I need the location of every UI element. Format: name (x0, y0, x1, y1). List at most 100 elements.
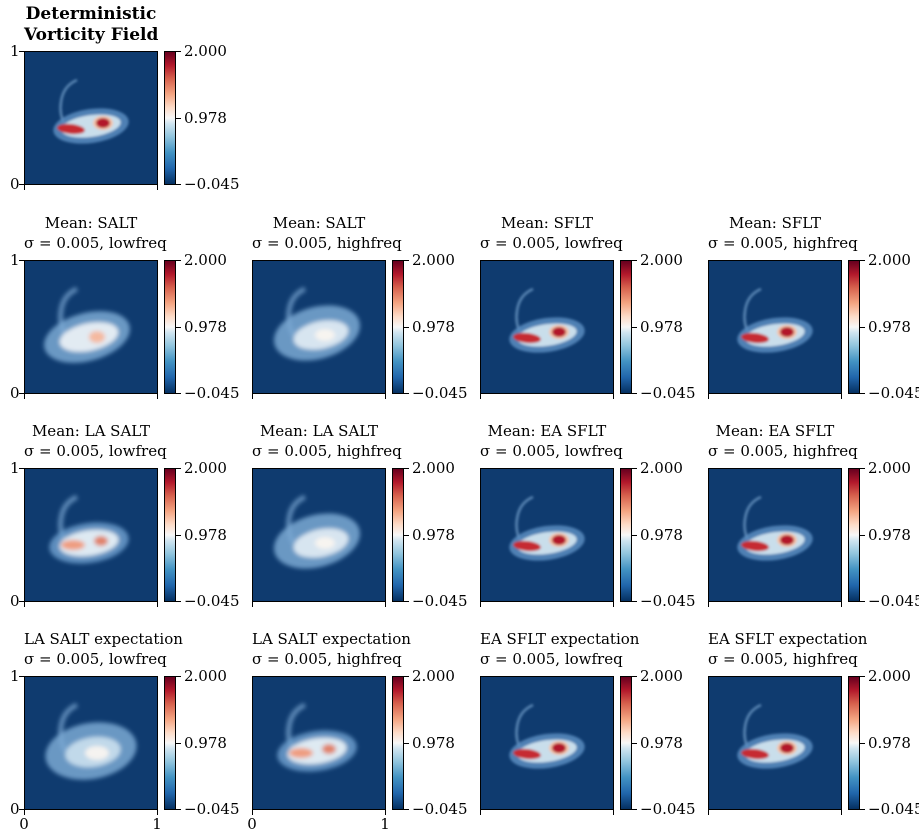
vorticity-pattern (45, 702, 137, 780)
colorbar-tick-label: 2.000 (184, 42, 227, 60)
vortex-left-core (741, 332, 769, 344)
vorticity-pattern (277, 702, 357, 772)
vorticity-pattern (273, 494, 361, 569)
colorbar-tick-label: −0.045 (184, 175, 240, 193)
colorbar-tick-label: 2.000 (640, 459, 683, 477)
vorticity-field (708, 468, 842, 602)
heatmap-panel: LA SALT expectation σ = 0.005, highfreq 2.… (247, 629, 472, 832)
x-axis-tick (613, 810, 614, 815)
vortex-right-core (552, 743, 566, 753)
colorbar-tick (176, 535, 181, 536)
vorticity-field (252, 676, 386, 810)
colorbar (848, 468, 860, 602)
colorbar-tick (176, 393, 181, 394)
panel-title-line1: Mean: LA SALT (259, 422, 379, 440)
colorbar-tick (404, 601, 409, 602)
colorbar-tick (632, 743, 637, 744)
vortex-left-core (741, 748, 769, 760)
colorbar-tick (860, 601, 865, 602)
colorbar-tick (632, 809, 637, 810)
colorbar-tick (404, 676, 409, 677)
vorticity-field-svg (709, 677, 841, 809)
panel-title-line2: σ = 0.005, highfreq (252, 234, 402, 252)
vorticity-pattern (737, 495, 813, 561)
y-axis-tick-label: 1 (10, 42, 20, 60)
heatmap-panel: EA SFLT expectation σ = 0.005, lowfreq 2.0… (480, 629, 700, 817)
panel-title-line1: Mean: SFLT (728, 214, 822, 232)
colorbar-tick (176, 184, 181, 185)
colorbar-tick (176, 676, 181, 677)
y-axis-tick (19, 184, 24, 185)
colorbar-tick (404, 327, 409, 328)
panel-title-line1: Mean: SALT (272, 214, 366, 232)
x-axis-tick-label: 1 (380, 815, 390, 833)
colorbar (620, 468, 632, 602)
vorticity-field-svg (253, 469, 385, 601)
colorbar-tick (176, 468, 181, 469)
colorbar-tick-label: 0.978 (868, 526, 911, 544)
vortex-left-core (289, 748, 313, 758)
vorticity-field (480, 676, 614, 810)
y-axis-tick-label: 0 (10, 592, 20, 610)
colorbar-tick-label: −0.045 (412, 800, 468, 818)
vorticity-pattern (509, 495, 585, 561)
colorbar-tick-label: 0.978 (640, 526, 683, 544)
colorbar-tick (404, 393, 409, 394)
vorticity-field-svg (25, 52, 157, 184)
colorbar-tick-label: −0.045 (412, 384, 468, 402)
colorbar-tick (404, 743, 409, 744)
vorticity-field (24, 676, 158, 810)
vortex-right-core (780, 535, 794, 545)
colorbar-tick (860, 327, 865, 328)
vortex-left-core (513, 332, 541, 344)
x-axis-tick (24, 602, 25, 607)
y-axis-tick-label: 0 (10, 384, 20, 402)
x-axis-tick (708, 394, 709, 399)
panel-title-line1: LA SALT expectation (252, 630, 411, 648)
panel-title-line2: Vorticity Field (24, 25, 159, 45)
heatmap-panel: LA SALT expectation σ = 0.005, lowfreq 2.0… (10, 629, 244, 832)
vorticity-field-svg (253, 677, 385, 809)
vorticity-field-svg (481, 677, 613, 809)
heatmap-panel: EA SFLT expectation σ = 0.005, highfreq 2.… (708, 629, 919, 817)
x-axis-tick (385, 394, 386, 399)
vorticity-pattern (737, 287, 813, 353)
colorbar-tick (632, 601, 637, 602)
x-axis-tick (24, 185, 25, 190)
colorbar-tick (632, 535, 637, 536)
panel-title-line2: σ = 0.005, lowfreq (480, 442, 623, 460)
x-axis-tick (613, 394, 614, 399)
vortex-right-core (780, 327, 794, 337)
colorbar-tick (860, 676, 865, 677)
vorticity-pattern (49, 494, 129, 564)
vorticity-field (480, 468, 614, 602)
panel-title-line2: σ = 0.005, lowfreq (24, 650, 167, 668)
colorbar-tick (860, 393, 865, 394)
colorbar-tick-label: −0.045 (868, 592, 919, 610)
colorbar-tick-label: 2.000 (412, 251, 455, 269)
colorbar-tick-label: 0.978 (184, 734, 227, 752)
vorticity-pattern (44, 286, 130, 363)
colorbar-tick (176, 260, 181, 261)
panel-title-line2: σ = 0.005, lowfreq (24, 234, 167, 252)
x-axis-tick (708, 602, 709, 607)
colorbar (392, 260, 404, 394)
panel-title-line2: σ = 0.005, highfreq (708, 442, 858, 460)
vorticity-field-svg (25, 261, 157, 393)
panel-title-line1: Mean: SALT (44, 214, 138, 232)
colorbar-tick (632, 327, 637, 328)
x-axis-tick (157, 602, 158, 607)
vorticity-field-svg (25, 677, 157, 809)
vortex-core (315, 329, 335, 341)
vorticity-field (708, 676, 842, 810)
y-axis-tick (19, 393, 24, 394)
vorticity-field-svg (25, 469, 157, 601)
y-axis-tick-label: 1 (10, 251, 20, 269)
x-axis-tick-label: 1 (152, 815, 162, 833)
y-axis-tick (19, 601, 24, 602)
colorbar-tick (404, 468, 409, 469)
colorbar-tick-label: 0.978 (640, 734, 683, 752)
colorbar-tick-label: 0.978 (412, 318, 455, 336)
colorbar-tick (632, 468, 637, 469)
x-axis-tick (157, 394, 158, 399)
